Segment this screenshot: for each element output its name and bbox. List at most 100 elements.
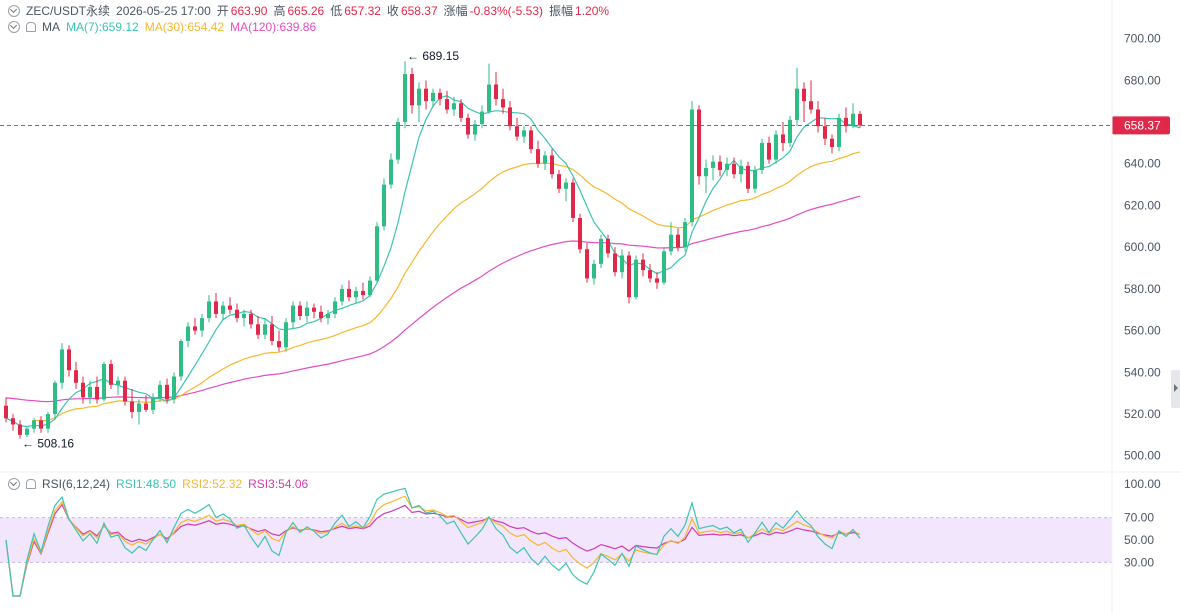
candle-body[interactable]	[830, 138, 834, 148]
candle-body[interactable]	[165, 384, 169, 400]
alert-bell-icon[interactable]	[26, 22, 36, 32]
candle-body[interactable]	[256, 324, 260, 335]
candle-body[interactable]	[116, 380, 120, 385]
candle-body[interactable]	[613, 253, 617, 273]
candle-body[interactable]	[354, 290, 358, 298]
candle-body[interactable]	[277, 341, 281, 348]
candle-body[interactable]	[263, 324, 267, 335]
candle-body[interactable]	[494, 84, 498, 100]
candle-body[interactable]	[137, 403, 141, 412]
candle-body[interactable]	[725, 163, 729, 170]
candle-body[interactable]	[774, 134, 778, 160]
candle-body[interactable]	[228, 305, 232, 310]
candle-body[interactable]	[270, 324, 274, 342]
candle-body[interactable]	[802, 88, 806, 102]
candle-body[interactable]	[4, 405, 8, 419]
candle-body[interactable]	[529, 130, 533, 150]
candle-body[interactable]	[11, 418, 15, 425]
candle-body[interactable]	[760, 142, 764, 170]
candle-body[interactable]	[795, 88, 799, 120]
collapse-chevron-icon[interactable]	[8, 4, 20, 17]
candle-body[interactable]	[312, 307, 316, 312]
candle-body[interactable]	[550, 155, 554, 175]
candle-body[interactable]	[438, 92, 442, 100]
candle-body[interactable]	[452, 103, 456, 110]
candle-body[interactable]	[522, 130, 526, 137]
candle-body[interactable]	[851, 113, 855, 127]
candle-body[interactable]	[130, 401, 134, 412]
candle-body[interactable]	[39, 420, 43, 429]
collapse-chevron-icon[interactable]	[8, 21, 20, 33]
candle-body[interactable]	[368, 280, 372, 296]
candle-body[interactable]	[333, 301, 337, 314]
candle-body[interactable]	[298, 305, 302, 316]
candle-body[interactable]	[88, 386, 92, 398]
ma-label[interactable]: MA	[42, 20, 60, 34]
collapse-chevron-icon[interactable]	[8, 478, 20, 490]
candle-body[interactable]	[81, 382, 85, 398]
candle-body[interactable]	[158, 384, 162, 398]
candle-body[interactable]	[585, 249, 589, 279]
candle-body[interactable]	[704, 167, 708, 177]
candle-body[interactable]	[641, 259, 645, 271]
candle-body[interactable]	[109, 363, 113, 385]
candle-body[interactable]	[60, 349, 64, 383]
candle-body[interactable]	[599, 238, 603, 264]
candle-body[interactable]	[46, 414, 50, 429]
candle-body[interactable]	[417, 88, 421, 106]
candle-body[interactable]	[32, 420, 36, 429]
candle-body[interactable]	[844, 117, 848, 127]
candle-body[interactable]	[375, 226, 379, 281]
candle-body[interactable]	[781, 134, 785, 143]
candle-body[interactable]	[473, 124, 477, 135]
candle-body[interactable]	[557, 174, 561, 189]
candle-body[interactable]	[172, 376, 176, 400]
candle-body[interactable]	[396, 122, 400, 160]
candle-body[interactable]	[690, 109, 694, 223]
candle-body[interactable]	[200, 318, 204, 331]
candle-body[interactable]	[788, 119, 792, 143]
candle-body[interactable]	[487, 84, 491, 112]
candle-body[interactable]	[445, 99, 449, 110]
candle-body[interactable]	[207, 301, 211, 319]
candle-body[interactable]	[578, 217, 582, 250]
candle-body[interactable]	[697, 109, 701, 177]
candle-body[interactable]	[711, 161, 715, 168]
candle-body[interactable]	[732, 163, 736, 175]
candle-body[interactable]	[389, 159, 393, 185]
candle-body[interactable]	[319, 311, 323, 319]
candle-body[interactable]	[571, 182, 575, 218]
symbol-label[interactable]: ZEC/USDT永续	[26, 4, 111, 18]
candle-body[interactable]	[627, 255, 631, 298]
candle-body[interactable]	[459, 103, 463, 118]
candle-body[interactable]	[858, 113, 862, 126]
candle-body[interactable]	[67, 349, 71, 371]
candle-body[interactable]	[186, 326, 190, 342]
candle-body[interactable]	[480, 111, 484, 125]
candle-body[interactable]	[235, 309, 239, 319]
candle-body[interactable]	[95, 386, 99, 400]
candle-body[interactable]	[249, 313, 253, 325]
candle-body[interactable]	[683, 222, 687, 248]
candle-body[interactable]	[53, 382, 57, 415]
candle-body[interactable]	[151, 397, 155, 410]
candle-body[interactable]	[620, 255, 624, 273]
candle-body[interactable]	[501, 99, 505, 108]
candle-body[interactable]	[564, 182, 568, 189]
candle-body[interactable]	[466, 117, 470, 135]
candle-body[interactable]	[123, 380, 127, 402]
candle-body[interactable]	[144, 403, 148, 410]
candle-body[interactable]	[648, 270, 652, 279]
candle-body[interactable]	[536, 149, 540, 164]
candle-body[interactable]	[193, 326, 197, 331]
candle-body[interactable]	[18, 424, 22, 435]
candle-body[interactable]	[179, 341, 183, 377]
candle-body[interactable]	[655, 278, 659, 283]
rsi-label[interactable]: RSI(6,12,24)	[42, 477, 111, 491]
candle-body[interactable]	[634, 259, 638, 298]
candle-body[interactable]	[809, 101, 813, 110]
candle-body[interactable]	[746, 165, 750, 189]
candle-body[interactable]	[221, 305, 225, 314]
alert-bell-icon[interactable]	[26, 479, 36, 489]
candle-body[interactable]	[767, 142, 771, 160]
